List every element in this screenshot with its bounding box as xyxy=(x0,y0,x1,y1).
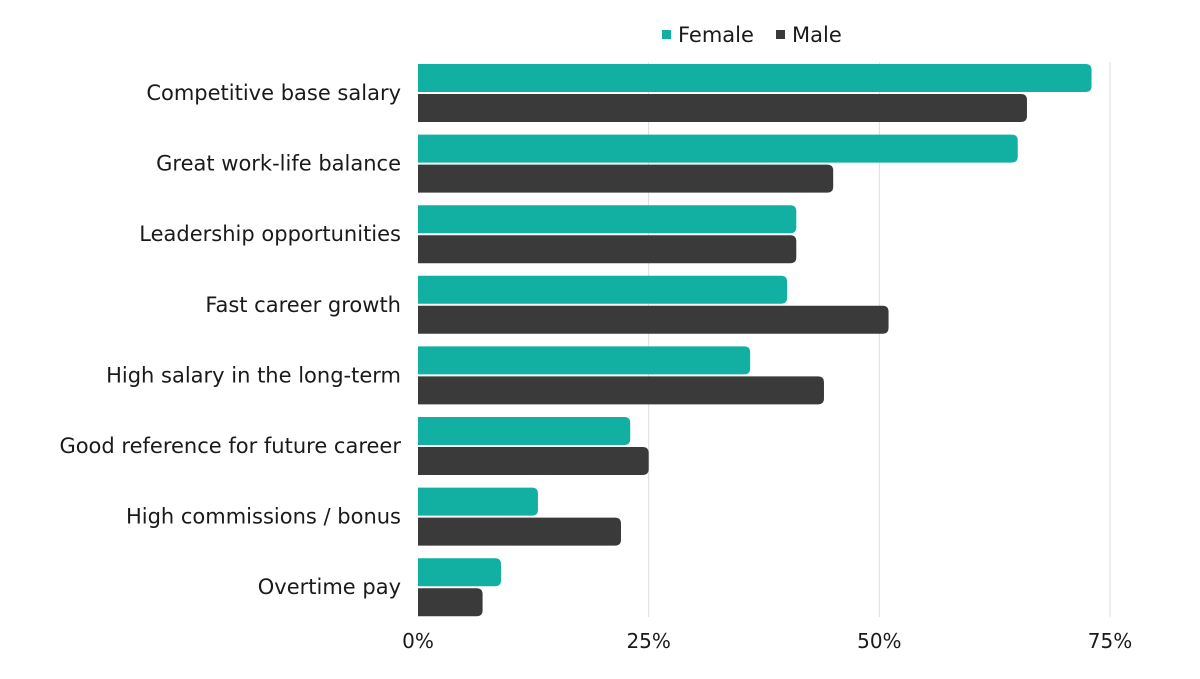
bar-male xyxy=(418,305,889,334)
bar-female xyxy=(418,487,538,516)
category-label: Leadership opportunities xyxy=(139,222,401,246)
x-tick-label: 0% xyxy=(402,629,434,653)
x-tick-label: 25% xyxy=(626,629,670,653)
bar-female xyxy=(418,134,1018,163)
bar-female xyxy=(418,275,788,304)
x-tick-label: 75% xyxy=(1088,629,1132,653)
bar-female xyxy=(418,205,797,234)
category-label: Good reference for future career xyxy=(59,434,401,458)
bar-male xyxy=(418,94,1027,122)
bar-male xyxy=(418,235,797,264)
category-label: Great work-life balance xyxy=(156,152,401,176)
legend-item-male: Male xyxy=(776,23,842,47)
bar-female xyxy=(418,417,631,445)
bar-male xyxy=(418,376,824,405)
legend: Female Male xyxy=(662,23,842,47)
legend-label: Female xyxy=(678,23,754,47)
category-label: Overtime pay xyxy=(258,575,401,599)
category-label: High commissions / bonus xyxy=(126,505,401,529)
bar-female xyxy=(418,64,1092,92)
category-label: High salary in the long-term xyxy=(106,363,401,387)
category-label: Competitive base salary xyxy=(146,81,401,105)
x-axis-ticks: 0% 25% 50% 75% xyxy=(402,629,1132,653)
category-labels: Competitive base salary Great work-life b… xyxy=(59,81,401,599)
legend-swatch xyxy=(662,30,671,39)
bar-male xyxy=(418,447,649,475)
bars xyxy=(418,64,1092,617)
category-label: Fast career growth xyxy=(205,293,401,317)
bar-female xyxy=(418,346,751,375)
legend-label: Male xyxy=(792,23,842,47)
bar-female xyxy=(418,558,502,587)
legend-swatch xyxy=(776,30,785,39)
x-tick-label: 50% xyxy=(857,629,901,653)
legend-item-female: Female xyxy=(662,23,754,47)
bar-male xyxy=(418,517,621,546)
bar-male xyxy=(418,588,483,617)
bar-male xyxy=(418,164,834,193)
